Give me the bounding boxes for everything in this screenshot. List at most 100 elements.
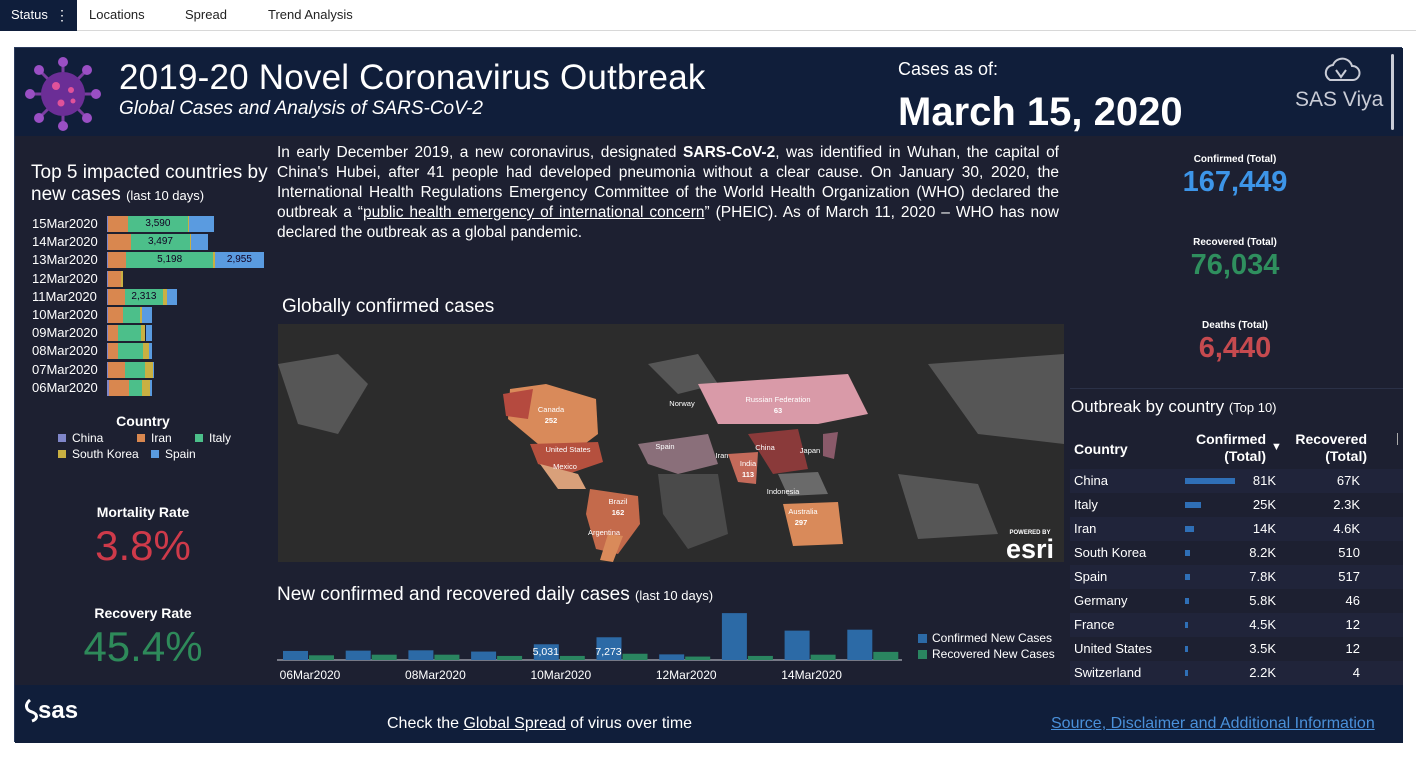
confirmed-bar[interactable]	[596, 637, 622, 660]
scrollbar[interactable]	[1391, 54, 1394, 130]
sort-desc-icon[interactable]: ▼	[1271, 441, 1282, 453]
legend-item[interactable]: Italy	[195, 431, 231, 445]
top5-bar-segment[interactable]	[143, 343, 150, 360]
table-row[interactable]: Iran 14K 4.6K	[1070, 517, 1403, 541]
confirmed-bar[interactable]	[408, 650, 434, 660]
top5-bar-segment[interactable]	[141, 325, 146, 342]
confirmed-bar[interactable]	[659, 654, 685, 660]
top5-bar-segment[interactable]	[128, 379, 142, 396]
recovered-bar[interactable]	[810, 654, 836, 660]
confirmed-bar[interactable]	[283, 650, 308, 660]
world-map[interactable]: Canada 252 United States Mexico Brazil 1…	[278, 324, 1064, 562]
top5-bar-segment[interactable]	[189, 216, 215, 232]
recovered-bar[interactable]	[622, 653, 648, 660]
top5-bar-segment[interactable]	[108, 307, 123, 323]
top5-bar-segment[interactable]: 3,590	[128, 216, 188, 232]
top5-bar-segment[interactable]	[141, 307, 152, 323]
tab-status[interactable]: Status ⋮	[0, 0, 77, 31]
table-row[interactable]: Spain 7.8K 517	[1070, 565, 1403, 589]
table-row[interactable]: Italy 25K 2.3K	[1070, 493, 1403, 517]
map-value-russia: 63	[774, 406, 782, 415]
top5-bar-segment[interactable]	[107, 234, 108, 251]
top5-bar-segment[interactable]	[108, 270, 122, 287]
table-row[interactable]: China 81K 67K	[1070, 469, 1403, 493]
top5-bar-segment[interactable]	[163, 288, 168, 305]
confirmed-bar[interactable]	[784, 630, 810, 660]
table-row[interactable]: Switzerland 2.2K 4	[1070, 661, 1403, 685]
top5-bar-segment[interactable]: 2,313	[124, 288, 164, 305]
top5-bar-segment[interactable]	[190, 234, 208, 251]
legend-item[interactable]: Iran	[137, 431, 172, 445]
top5-bar-segment[interactable]	[118, 325, 142, 342]
source-disclaimer-link[interactable]: Source, Disclaimer and Additional Inform…	[1051, 715, 1375, 732]
tab-trend-analysis[interactable]: Trend Analysis	[268, 7, 353, 22]
recovery-rate-label: Recovery Rate	[94, 605, 192, 621]
top5-bar-segment[interactable]	[121, 270, 124, 287]
legend-item[interactable]: Spain	[151, 447, 196, 461]
table-row[interactable]: United States 3.5K 12	[1070, 637, 1403, 661]
top5-bar-segment[interactable]	[108, 343, 118, 360]
table-row[interactable]: South Korea 8.2K 510	[1070, 541, 1403, 565]
top5-bar-segment[interactable]	[108, 379, 129, 396]
top5-bar-segment[interactable]	[189, 234, 191, 251]
recovered-bar[interactable]	[309, 655, 334, 660]
table-row[interactable]: Germany 5.8K 46	[1070, 589, 1403, 613]
top5-bar-segment[interactable]	[139, 307, 142, 323]
pheic-link[interactable]: public health emergency of international…	[362, 204, 705, 221]
recovered-bar[interactable]	[434, 654, 460, 660]
more-options-icon[interactable]: ⋮	[55, 7, 69, 23]
top5-bar-segment[interactable]	[107, 379, 109, 396]
top5-bar-segment[interactable]	[167, 288, 178, 305]
confirmed-bar[interactable]	[471, 651, 497, 660]
top5-bar-segment[interactable]	[107, 288, 108, 305]
top5-bar-segment[interactable]	[107, 307, 108, 323]
top5-bar-segment[interactable]	[107, 343, 108, 360]
top5-bar-segment[interactable]	[107, 216, 108, 232]
top5-bar-segment[interactable]	[107, 252, 108, 269]
top5-bar-segment[interactable]	[107, 270, 108, 287]
confirmed-bar[interactable]	[345, 650, 371, 660]
top5-bar-segment[interactable]	[118, 343, 143, 360]
top5-bar-segment[interactable]	[123, 307, 140, 323]
recovered-bar[interactable]	[747, 655, 773, 660]
global-spread-link[interactable]: Global Spread	[463, 715, 566, 732]
top5-bar-segment[interactable]	[108, 252, 127, 269]
top5-bar-segment[interactable]	[108, 325, 118, 342]
table-row[interactable]: France 4.5K 12	[1070, 613, 1403, 637]
top5-bar-segment[interactable]	[108, 361, 125, 378]
top5-bar-segment[interactable]: 5,198	[126, 252, 213, 269]
column-resize-handle[interactable]	[1397, 433, 1398, 445]
top5-bar-segment[interactable]	[144, 361, 153, 378]
recovered-bar[interactable]	[685, 656, 711, 660]
recovered-bar[interactable]	[371, 654, 397, 660]
top5-bar-segment[interactable]	[108, 288, 125, 305]
top5-bar-segment[interactable]	[152, 361, 155, 378]
tab-locations[interactable]: Locations	[89, 7, 145, 22]
col-confirmed[interactable]: Confirmed (Total)	[1196, 431, 1266, 464]
top5-bar-segment[interactable]	[107, 361, 108, 378]
top5-bar-segment[interactable]: 2,955	[214, 252, 265, 269]
top5-bar-segment[interactable]	[108, 216, 128, 232]
top5-bar-segment[interactable]	[142, 379, 151, 396]
legend-label: Spain	[165, 447, 196, 461]
recovered-bar[interactable]	[497, 655, 523, 660]
top5-bar-segment[interactable]	[149, 343, 153, 360]
confirmed-bar[interactable]	[533, 644, 559, 660]
confirmed-bar[interactable]	[847, 629, 873, 660]
top5-bar-segment[interactable]	[124, 361, 145, 378]
recovered-bar[interactable]	[873, 651, 899, 660]
top5-bar-segment[interactable]: 3,497	[131, 234, 190, 251]
top5-bar-segment[interactable]	[145, 325, 153, 342]
top5-bar-segment[interactable]	[187, 216, 190, 232]
top5-bar-segment[interactable]	[108, 234, 132, 251]
confirmed-bar[interactable]	[721, 613, 747, 660]
recovered-bar[interactable]	[559, 655, 585, 660]
col-country[interactable]: Country	[1074, 441, 1128, 457]
top5-bar-segment[interactable]	[212, 252, 215, 269]
col-recovered[interactable]: Recovered (Total)	[1295, 431, 1367, 464]
top5-bar-segment[interactable]	[150, 379, 152, 396]
tab-spread[interactable]: Spread	[185, 7, 227, 22]
legend-item[interactable]: China	[58, 431, 103, 445]
legend-item[interactable]: South Korea	[58, 447, 139, 461]
top5-bar-segment[interactable]	[107, 325, 108, 342]
